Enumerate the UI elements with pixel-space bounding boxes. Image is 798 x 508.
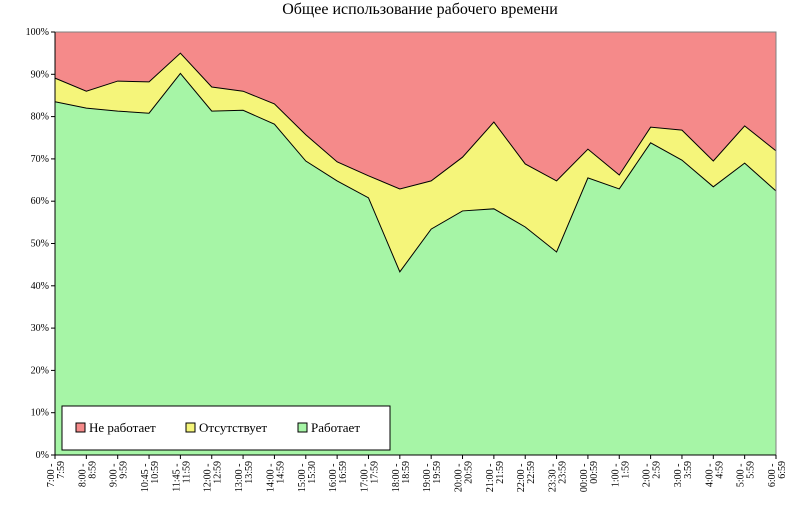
y-tick-label: 20% (31, 365, 49, 376)
y-tick-label: 70% (31, 154, 49, 165)
x-tick-label: 5:00 - 5:59 (736, 461, 757, 487)
x-tick-label: 16:00 - 16:59 (328, 461, 349, 492)
x-tick-label: 12:00 - 12:59 (203, 461, 224, 492)
x-tick-label: 19:00 - 19:59 (422, 461, 443, 492)
legend-label: Работает (311, 420, 360, 435)
y-tick-label: 10% (31, 408, 49, 419)
area (55, 73, 776, 455)
y-tick-label: 100% (26, 27, 49, 38)
x-tick-label: 3:00 - 3:59 (673, 461, 694, 487)
area (55, 53, 776, 272)
x-tick-label: 22:00 - 22:59 (516, 461, 537, 492)
legend-label: Не работает (89, 420, 156, 435)
y-tick-label: 40% (31, 281, 49, 292)
x-tick-label: 11:45 - 11:59 (171, 461, 192, 492)
x-tick-label: 13:00 - 13:59 (234, 461, 255, 492)
x-tick-label: 2:00 - 2:59 (642, 461, 663, 487)
x-tick-label: 8:00 - 8:59 (77, 461, 98, 487)
y-tick-label: 50% (31, 239, 49, 250)
y-tick-label: 60% (31, 196, 49, 207)
x-tick-label: 10:45 - 10:59 (140, 461, 161, 492)
x-tick-label: 15:00 - 15:30 (297, 461, 318, 492)
area-edge (54, 52, 777, 190)
legend-label: Отсутствует (199, 420, 267, 435)
x-tick-label: 20:00 - 20:59 (454, 461, 475, 492)
x-tick-label: 21:00 - 21:59 (485, 461, 506, 492)
y-tick-label: 0% (36, 450, 49, 461)
legend-swatch (297, 422, 308, 433)
x-tick-label: 18:00 - 18:59 (391, 461, 412, 492)
legend-box (61, 405, 391, 451)
x-tick-label: 1:00 - 1:59 (610, 461, 631, 487)
x-tick-label: 00:00 - 00:59 (579, 461, 600, 492)
x-tick-label: 23:30 - 23:59 (548, 461, 569, 492)
x-tick-label: 17:00 - 17:59 (359, 461, 380, 492)
legend-swatch (75, 422, 86, 433)
x-tick-label: 14:00 - 14:59 (265, 461, 286, 492)
chart-title: Общее использование рабочего времени (282, 1, 558, 18)
area (55, 32, 776, 189)
x-tick-label: 4:00 - 4:59 (704, 461, 725, 487)
y-tick-label: 80% (31, 112, 49, 123)
y-tick-label: 30% (31, 323, 49, 334)
x-tick-label: 6:00 - 6:59 (767, 461, 788, 487)
legend-swatch (185, 422, 196, 433)
y-tick-label: 90% (31, 69, 49, 80)
area-edge (54, 72, 777, 273)
x-tick-label: 7:00 - 7:59 (46, 461, 67, 487)
x-tick-label: 9:00 - 9:59 (109, 461, 130, 487)
